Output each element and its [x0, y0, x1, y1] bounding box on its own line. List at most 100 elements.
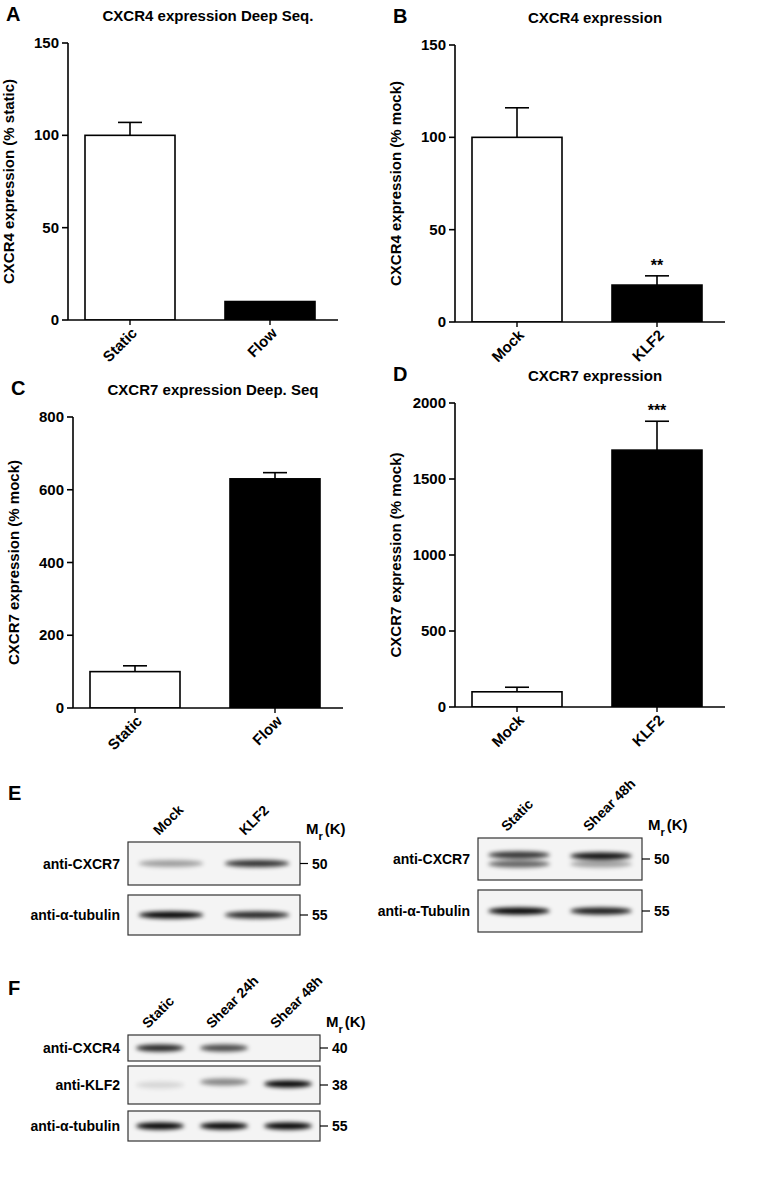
blot-membrane	[128, 842, 300, 885]
row-label: anti-CXCR7	[43, 856, 120, 872]
lane-label: KLF2	[236, 802, 272, 838]
blot-panel: StaticShear 48hMr(K)anti-CXCR750anti-α-T…	[378, 775, 688, 932]
y-tick-label: 800	[39, 408, 64, 425]
bands	[136, 1079, 313, 1089]
band	[138, 860, 203, 867]
y-tick-label: 0	[438, 698, 446, 715]
y-tick	[67, 489, 73, 491]
band	[200, 1045, 249, 1052]
mw-label: 50	[312, 856, 328, 872]
y-tick	[449, 706, 455, 708]
mw-header: Mr(K)	[326, 1013, 366, 1035]
x-axis	[68, 319, 338, 321]
y-tick	[449, 137, 455, 139]
x-tick-label: Static	[104, 712, 145, 753]
panel-letter: C	[11, 377, 25, 399]
band	[570, 908, 632, 915]
y-axis-label: CXCR4 expression (% mock)	[387, 81, 404, 286]
band	[570, 853, 632, 860]
y-tick-label: 500	[421, 622, 446, 639]
bands	[136, 1045, 249, 1052]
y-tick-label: 50	[429, 221, 446, 238]
band	[264, 1081, 313, 1088]
mw-tick	[642, 858, 650, 859]
y-tick	[449, 478, 455, 480]
y-tick-label: 150	[421, 36, 446, 53]
error-stem	[129, 122, 131, 135]
row-label: anti-KLF2	[55, 1077, 120, 1093]
blot-membrane	[128, 1111, 320, 1141]
error-cap	[123, 665, 147, 667]
error-cap	[505, 686, 529, 688]
y-tick	[449, 44, 455, 46]
x-axis	[73, 707, 343, 709]
y-tick	[67, 707, 73, 709]
lane-label: Shear 24h	[203, 972, 262, 1031]
error-stem	[134, 666, 136, 672]
bands	[136, 1123, 313, 1130]
y-tick	[449, 630, 455, 632]
error-stem	[274, 473, 276, 479]
error-cap	[505, 107, 529, 109]
y-tick-label: 100	[421, 128, 446, 145]
mw-header-part: M	[326, 1013, 339, 1030]
band	[264, 1123, 313, 1130]
mw-header-part: r	[339, 1023, 344, 1035]
bar	[230, 479, 320, 708]
mw-label: 38	[332, 1077, 348, 1093]
band	[224, 912, 289, 919]
y-tick-label: 600	[39, 481, 64, 498]
band	[570, 861, 632, 868]
error-bar	[645, 421, 669, 450]
y-tick	[67, 416, 73, 418]
x-tick-label: Flow	[249, 712, 285, 748]
y-tick-label: 50	[42, 219, 59, 236]
error-cap	[645, 420, 669, 422]
bar	[90, 672, 180, 708]
mw-tick	[300, 863, 308, 864]
y-tick	[449, 321, 455, 323]
panel-letter: A	[6, 3, 20, 25]
bands	[488, 908, 632, 915]
error-bar	[123, 666, 147, 672]
blot-membrane	[128, 1035, 320, 1061]
y-axis-label: CXCR7 expression (% mock)	[387, 452, 404, 657]
x-tick-label: KLF2	[629, 711, 668, 750]
significance: ***	[648, 402, 667, 419]
band	[200, 1079, 249, 1086]
error-cap	[263, 472, 287, 474]
bands	[138, 860, 289, 867]
y-tick-label: 2000	[413, 394, 446, 411]
mw-label: 40	[332, 1040, 348, 1056]
bar	[225, 302, 315, 320]
band	[136, 1123, 185, 1130]
y-tick-label: 400	[39, 554, 64, 571]
chart-title: CXCR4 expression	[528, 9, 662, 26]
mw-header: Mr(K)	[648, 816, 688, 838]
error-bar	[118, 122, 142, 135]
y-axis	[67, 43, 69, 320]
error-stem	[656, 421, 658, 450]
y-axis-label: CXCR7 expression (% mock)	[5, 460, 22, 665]
blot-membrane	[478, 890, 642, 932]
panel-letter: E	[8, 782, 21, 804]
y-tick	[62, 227, 68, 229]
bar	[612, 285, 702, 322]
y-tick-label: 0	[51, 311, 59, 328]
y-tick-label: 1500	[413, 470, 446, 487]
blot-membrane	[128, 895, 300, 935]
y-axis-label: CXCR4 expression (% static)	[0, 79, 17, 284]
row-label: anti-α-tubulin	[31, 1118, 120, 1134]
y-tick-label: 100	[34, 126, 59, 143]
band	[488, 861, 550, 868]
mw-tick	[320, 1084, 328, 1085]
mw-label: 55	[332, 1118, 348, 1134]
chart-panel: CCXCR7 expression Deep. SeqCXCR7 express…	[5, 377, 343, 753]
mw-header-part: (K)	[345, 1013, 366, 1030]
x-axis	[455, 706, 725, 708]
mw-header-part: (K)	[325, 820, 346, 837]
bar	[472, 137, 562, 322]
figure: ACXCR4 expression Deep Seq.CXCR4 express…	[0, 0, 762, 1177]
chart-title: CXCR7 expression	[528, 367, 662, 384]
row-label: anti-α-tubulin	[31, 907, 120, 923]
